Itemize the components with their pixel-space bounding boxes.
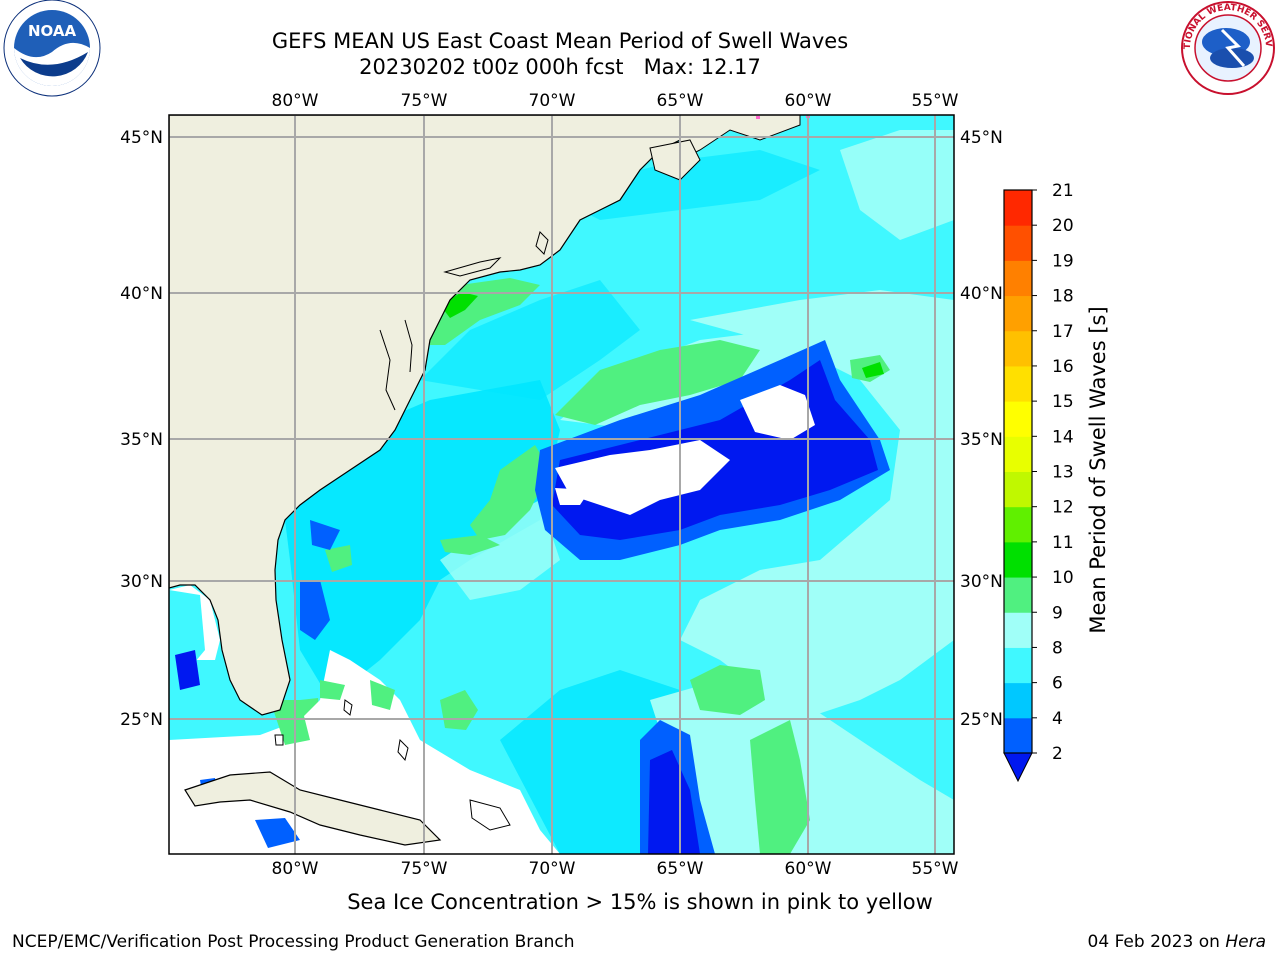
colorbar-tick-label: 19 [1052, 251, 1074, 271]
footer-date: 04 Feb 2023 on Hera [1088, 932, 1266, 952]
lon-tick-label: 60°W [785, 91, 832, 111]
lon-ticks-bottom: 80°W 75°W 70°W 65°W 60°W 55°W [272, 859, 959, 879]
colorbar-segment [1004, 541, 1032, 578]
lat-tick-label: 25°N [120, 710, 163, 730]
colorbar-segment [1004, 401, 1032, 437]
footer-date-text: 04 Feb 2023 on [1087, 932, 1226, 952]
colorbar-tick-label: 21 [1052, 181, 1074, 201]
lat-tick-label: 45°N [960, 128, 1003, 148]
lon-tick-label: 65°W [657, 91, 704, 111]
colorbar-segment [1004, 506, 1032, 543]
gridlines [169, 115, 954, 854]
colorbar-tick-label: 17 [1052, 322, 1074, 342]
lat-ticks-right: 45°N 40°N 35°N 30°N 25°N [960, 128, 1003, 730]
map-title: GEFS MEAN US East Coast Mean Period of S… [271, 29, 849, 53]
colorbar-segment [1004, 330, 1032, 367]
lon-tick-label: 60°W [785, 859, 832, 879]
colorbar-segment [1004, 647, 1032, 684]
sea-ice-caption: Sea Ice Concentration > 15% is shown in … [347, 890, 933, 914]
map-field [169, 115, 954, 854]
map-frame [168, 114, 955, 855]
colorbar-segment [1004, 225, 1032, 261]
colorbar-tick-label: 8 [1052, 638, 1063, 658]
lon-tick-label: 75°W [401, 859, 448, 879]
colorbar-tick-label: 15 [1052, 392, 1074, 412]
colorbar-tick-label: 12 [1052, 498, 1074, 518]
svg-text:NATIONAL WEATHER SERVICE: NATIONAL WEATHER SERVICE [0, 0, 1273, 49]
colorbar: 2 4 6 8 9 10 11 12 13 14 15 16 17 18 19 20 21 [1003, 181, 1074, 783]
lon-tick-label: 70°W [529, 91, 576, 111]
lon-tick-label: 65°W [657, 859, 704, 879]
lat-tick-label: 35°N [120, 430, 163, 450]
colorbar-tick-label: 18 [1052, 287, 1074, 307]
colorbar-label: Mean Period of Swell Waves [s] [1086, 306, 1110, 633]
colorbar-tick-label: 10 [1052, 568, 1074, 588]
colorbar-tick-label: 4 [1052, 709, 1063, 729]
colorbar-tick-label: 13 [1052, 463, 1074, 483]
colorbar-tick-label: 9 [1052, 603, 1063, 623]
lon-tick-label: 55°W [912, 859, 959, 879]
footer-machine: Hera [1225, 932, 1266, 952]
map-subtitle: 20230202 t00z 000h fcst Max: 12.17 [359, 55, 761, 79]
colorbar-under-triangle [1003, 752, 1033, 783]
lon-tick-label: 80°W [272, 91, 319, 111]
colorbar-segment [1004, 682, 1032, 719]
colorbar-segment [1004, 365, 1032, 402]
colorbar-segment [1004, 190, 1032, 226]
lon-tick-label: 70°W [529, 859, 576, 879]
nws-logo: NATIONAL WEATHER SERVICE [0, 0, 1275, 95]
lat-tick-label: 30°N [120, 572, 163, 592]
colorbar-tick-label: 2 [1052, 744, 1063, 764]
colorbar-tick-label: 14 [1052, 427, 1074, 447]
lon-tick-label: 75°W [401, 91, 448, 111]
noaa-logo-text: NOAA [28, 22, 77, 40]
colorbar-segment [1004, 717, 1032, 754]
colorbar-segment [1004, 471, 1032, 508]
lat-tick-label: 35°N [960, 430, 1003, 450]
lat-tick-label: 30°N [960, 572, 1003, 592]
lat-tick-label: 45°N [120, 128, 163, 148]
colorbar-segment [1004, 260, 1032, 297]
colorbar-segment [1004, 612, 1032, 648]
nws-ring-text: NATIONAL WEATHER SERVICE [0, 0, 1273, 49]
colorbar-tick-label: 16 [1052, 357, 1074, 377]
noaa-logo: NOAA [3, 0, 101, 97]
lon-ticks-top: 80°W 75°W 70°W 65°W 60°W 55°W [272, 91, 959, 111]
colorbar-segment [1004, 295, 1032, 332]
lat-tick-label: 40°N [120, 284, 163, 304]
lat-tick-label: 40°N [960, 284, 1003, 304]
footer-credit: NCEP/EMC/Verification Post Processing Pr… [12, 932, 575, 952]
colorbar-segment [1004, 577, 1032, 613]
colorbar-tick-label: 6 [1052, 674, 1063, 694]
lon-tick-label: 55°W [912, 91, 959, 111]
lon-tick-label: 80°W [272, 859, 319, 879]
lat-tick-label: 25°N [960, 710, 1003, 730]
lat-ticks-left: 45°N 40°N 35°N 30°N 25°N [120, 128, 163, 730]
colorbar-tick-label: 20 [1052, 216, 1074, 236]
colorbar-tick-label: 11 [1052, 533, 1074, 553]
colorbar-segment [1004, 436, 1032, 472]
